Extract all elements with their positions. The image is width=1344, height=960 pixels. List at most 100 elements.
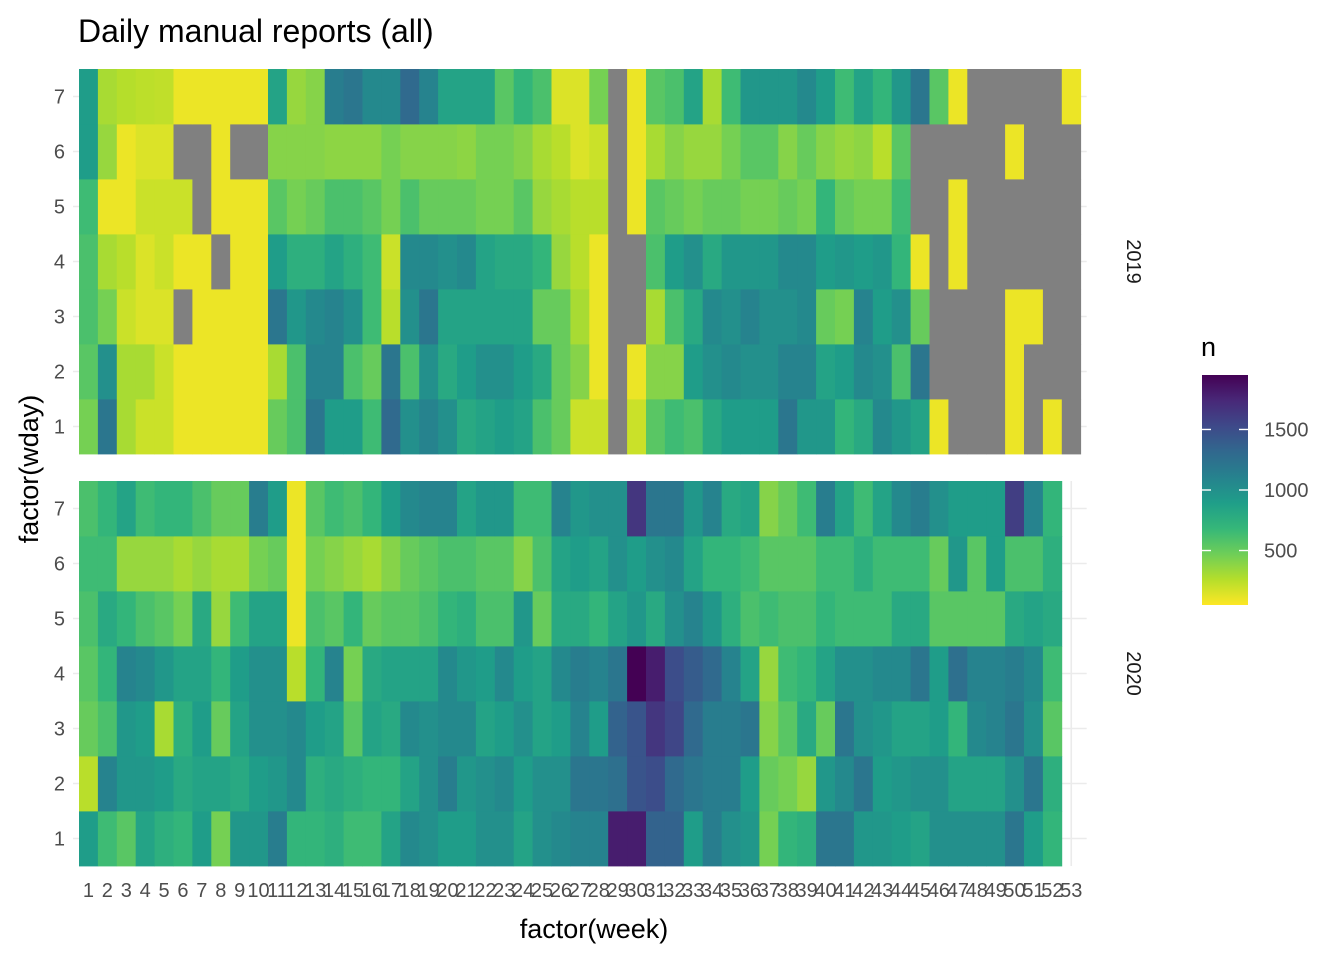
heatmap-tile [419,646,439,702]
heatmap-tile [1024,701,1044,757]
heatmap-tile [513,179,533,235]
heatmap-tile [494,399,515,455]
heatmap-tile [948,124,968,180]
heatmap-tile [475,756,496,812]
heatmap-tile [759,536,779,592]
heatmap-tile [721,289,741,345]
heatmap-tile [97,811,118,867]
heatmap-tile [268,69,288,125]
heatmap-tile [211,591,231,647]
x-tick-label: 27 [569,880,591,902]
x-tick-label: 18 [399,880,421,902]
heatmap-tile [135,701,155,757]
heatmap-tile [986,701,1006,757]
x-tick-label: 2 [102,880,113,902]
y-tick-label: 6 [54,554,65,576]
x-tick-label: 11 [267,880,288,902]
heatmap-tile [816,481,836,537]
heatmap-tile [381,69,401,125]
heatmap-tile [570,481,590,537]
heatmap-tile [79,179,99,235]
heatmap-tile [97,344,118,400]
heatmap-tile [532,399,552,455]
heatmap-tile [1005,289,1025,345]
heatmap-tile [948,756,968,812]
heatmap-tile [286,591,307,647]
heatmap-tile [343,399,363,455]
heatmap-tile [457,124,477,180]
heatmap-tile [494,124,515,180]
heatmap-tile [532,344,552,400]
heatmap-tile [305,756,326,812]
heatmap-tile [1042,536,1063,592]
heatmap-tile [532,289,552,345]
heatmap-tile [702,69,722,125]
heatmap-tile [891,756,911,812]
heatmap-tile [249,344,269,400]
heatmap-tile [551,481,571,537]
heatmap-tile [721,591,741,647]
heatmap-tile [570,646,590,702]
heatmap-tile [778,179,798,235]
heatmap-tile [135,399,155,455]
heatmap-tile [305,481,326,537]
heatmap-tile [759,344,779,400]
heatmap-tile [646,69,666,125]
heatmap-tile [589,646,609,702]
heatmap-tile [967,481,987,537]
y-tick-label: 5 [54,197,65,219]
heatmap-tile [759,289,779,345]
heatmap-tile [683,646,704,702]
heatmap-tile [948,701,968,757]
heatmap-tile [211,234,231,290]
heatmap-tile [381,536,401,592]
heatmap-tile [135,124,155,180]
heatmap-tile [211,399,231,455]
heatmap-tile [967,234,987,290]
heatmap-tile [646,234,666,290]
heatmap-tile [702,124,722,180]
heatmap-tile [494,811,515,867]
heatmap-tile [79,344,99,400]
heatmap-tile [929,701,949,757]
heatmap-tile [646,756,666,812]
heatmap-tile [1005,481,1025,537]
heatmap-tile [154,756,174,812]
x-tick-label: 12 [285,880,307,902]
heatmap-tile [872,591,893,647]
heatmap-tile [589,69,609,125]
heatmap-tile [116,289,137,345]
heatmap-tile [627,646,647,702]
heatmap-tile [400,756,420,812]
heatmap-tile [154,811,174,867]
heatmap-tile [305,234,326,290]
heatmap-tile [305,69,326,125]
heatmap-tile [740,289,760,345]
heatmap-tile [438,536,458,592]
x-tick-label: 1 [83,880,94,902]
heatmap-tile [853,289,874,345]
heatmap-tile [211,701,231,757]
heatmap-tile [740,811,760,867]
heatmap-tile [683,399,704,455]
heatmap-tile [230,536,250,592]
y-tick-label: 4 [54,252,65,274]
heatmap-tile [457,811,477,867]
heatmap-tile [570,399,590,455]
facet-strips: 2019 2020 [1122,239,1144,696]
heatmap-tile [419,124,439,180]
heatmap-tile [1024,399,1044,455]
heatmap-tile [513,536,533,592]
heatmap-tile [494,591,515,647]
heatmap-tile [608,124,628,180]
heatmap-tile [721,69,741,125]
heatmap-tile [891,481,911,537]
heatmap-tile [286,344,307,400]
heatmap-tile [324,701,344,757]
heatmap-tile [343,124,363,180]
heatmap-tile [721,481,741,537]
heatmap-tile [986,344,1006,400]
heatmap-tile [759,481,779,537]
heatmap-tile [230,811,250,867]
heatmap-tile [759,701,779,757]
